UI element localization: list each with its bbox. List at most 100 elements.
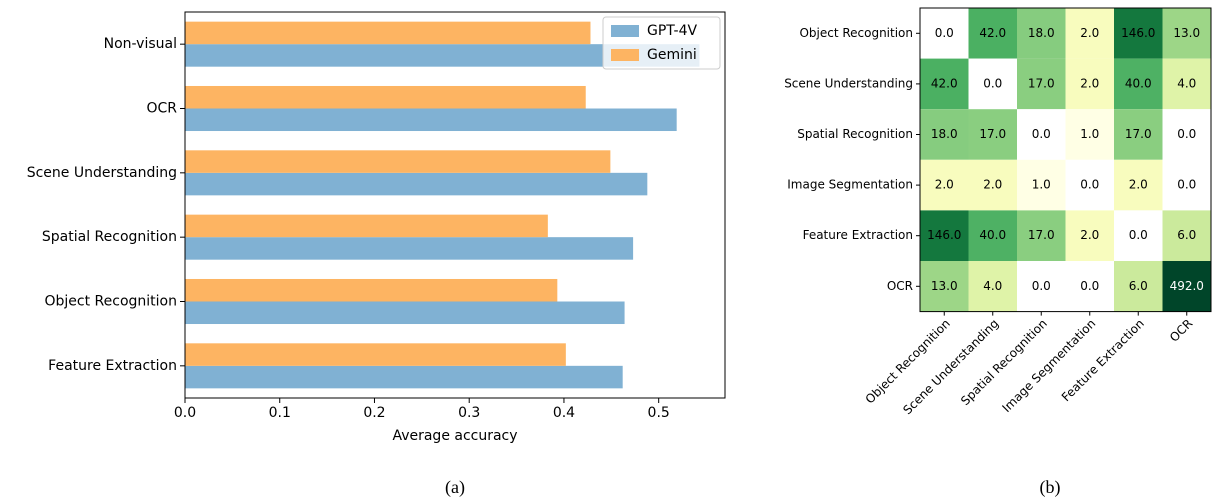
heatmap-cell <box>1162 8 1211 59</box>
x-tick-label: Feature Extraction <box>1059 316 1147 404</box>
x-tick-label: 0.0 <box>174 405 196 421</box>
cell-label: 0.0 <box>1129 228 1148 242</box>
bar <box>185 365 623 389</box>
bar <box>185 343 566 366</box>
heatmap-cell <box>1114 109 1163 160</box>
legend-swatch <box>611 25 639 37</box>
heatmap-cell <box>1065 8 1114 59</box>
cell-label: 0.0 <box>1080 178 1099 192</box>
cell-label: 146.0 <box>1121 26 1155 40</box>
heatmap-cell <box>1114 8 1163 59</box>
bar <box>185 85 586 109</box>
y-tick-label: Spatial Recognition <box>797 127 913 141</box>
heatmap-cell <box>1017 8 1066 59</box>
cell-label: 13.0 <box>931 279 958 293</box>
heatmap-cell <box>920 109 969 160</box>
y-tick-label: Scene Understanding <box>27 165 177 181</box>
heatmap-cell <box>1162 58 1211 110</box>
heatmap-cell <box>968 159 1017 211</box>
heatmap-cell <box>1162 109 1211 160</box>
cell-label: 2.0 <box>1080 228 1099 242</box>
bar <box>185 301 625 325</box>
y-tick-label: Spatial Recognition <box>42 229 177 245</box>
heatmap-cell <box>968 8 1017 59</box>
cell-label: 0.0 <box>1177 178 1196 192</box>
heatmap-cell <box>920 58 969 110</box>
x-axis-label: Average accuracy <box>392 428 517 444</box>
heatmap-cell <box>920 210 969 261</box>
x-tick-label: OCR <box>1167 316 1195 344</box>
x-tick-label: Spatial Recognition <box>958 316 1050 408</box>
bar <box>185 44 700 67</box>
cell-label: 1.0 <box>1080 127 1099 141</box>
cell-label: 17.0 <box>979 127 1006 141</box>
cell-label: 2.0 <box>935 178 954 192</box>
x-tick-label: 0.2 <box>363 405 385 421</box>
heatmap-cell <box>968 261 1017 312</box>
cell-label: 42.0 <box>931 76 958 90</box>
heatmap-cell <box>968 210 1017 261</box>
heatmap-cell <box>920 261 969 312</box>
bar <box>185 237 634 260</box>
cell-label: 40.0 <box>979 228 1006 242</box>
cell-label: 6.0 <box>1129 279 1148 293</box>
cell-label: 4.0 <box>1177 76 1196 90</box>
heatmap-cell <box>1065 261 1114 312</box>
cell-label: 0.0 <box>1080 279 1099 293</box>
bar <box>185 150 611 173</box>
bar <box>185 214 548 238</box>
cell-label: 2.0 <box>1129 178 1148 192</box>
cell-label: 2.0 <box>1080 26 1099 40</box>
y-tick-label: OCR <box>887 279 913 293</box>
caption: (b) <box>1040 477 1061 498</box>
heatmap-cell <box>1114 58 1163 110</box>
heatmap-cell <box>1017 109 1066 160</box>
cell-label: 17.0 <box>1028 228 1055 242</box>
y-tick-label: Non-visual <box>104 36 177 52</box>
legend-swatch <box>611 49 639 61</box>
bar <box>185 278 558 302</box>
bar <box>185 21 591 45</box>
x-tick-label: 0.4 <box>553 405 575 421</box>
heatmap-cell <box>1114 261 1163 312</box>
heatmap-cell <box>1017 210 1066 261</box>
legend-label: Gemini <box>647 47 697 63</box>
heatmap-cell <box>968 109 1017 160</box>
y-tick-label: Feature Extraction <box>48 358 177 374</box>
y-tick-label: Object Recognition <box>799 26 913 40</box>
heatmap-cell <box>1065 159 1114 211</box>
plot-frame <box>184 11 726 399</box>
caption: (a) <box>445 477 465 498</box>
cell-label: 0.0 <box>935 26 954 40</box>
cell-label: 17.0 <box>1125 127 1152 141</box>
heatmap-frame <box>919 7 1212 313</box>
heatmap-cell <box>1162 261 1211 312</box>
cell-label: 2.0 <box>1080 76 1099 90</box>
heatmap-cell <box>968 58 1017 110</box>
legend-label: GPT-4V <box>647 23 698 39</box>
x-tick-label: Image Segmentation <box>1000 316 1099 415</box>
cell-label: 13.0 <box>1173 26 1200 40</box>
cell-label: 146.0 <box>927 228 961 242</box>
heatmap-cell <box>1114 159 1163 211</box>
cell-label: 6.0 <box>1177 228 1196 242</box>
x-tick-label: Scene Understanding <box>900 316 1001 417</box>
cell-label: 40.0 <box>1125 76 1152 90</box>
y-tick-label: Scene Understanding <box>784 76 913 90</box>
heatmap-cell <box>920 159 969 211</box>
y-tick-label: OCR <box>146 101 177 117</box>
heatmap-cell <box>1065 109 1114 160</box>
cell-label: 4.0 <box>983 279 1002 293</box>
y-tick-label: Object Recognition <box>45 294 178 310</box>
cell-label: 17.0 <box>1028 76 1055 90</box>
heatmap-cell <box>1114 210 1163 261</box>
heatmap-cell <box>1017 58 1066 110</box>
cell-label: 0.0 <box>1032 279 1051 293</box>
bar <box>185 172 648 196</box>
bar <box>185 108 677 132</box>
x-tick-label: 0.3 <box>458 405 480 421</box>
cell-label: 18.0 <box>931 127 958 141</box>
heatmap-cell <box>1162 159 1211 211</box>
heatmap-cell <box>1065 210 1114 261</box>
